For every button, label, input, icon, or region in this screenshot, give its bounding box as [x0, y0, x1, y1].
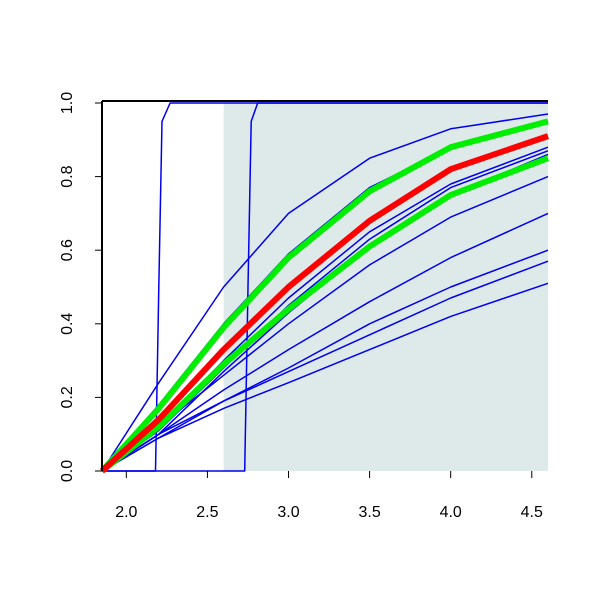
curve — [101, 282, 549, 472]
y-tick-label: 0.2 — [59, 386, 76, 408]
x-tick-label: 2.5 — [196, 504, 218, 521]
x-tick-label: 3.5 — [358, 504, 380, 521]
curve — [99, 118, 549, 474]
y-tick-label: 0.4 — [59, 313, 76, 335]
shaded-region — [223, 103, 549, 471]
curve — [101, 260, 549, 472]
curve — [100, 155, 550, 474]
y-tick-label: 0.6 — [59, 239, 76, 261]
curve — [101, 113, 549, 472]
x-tick-label: 4.5 — [521, 504, 543, 521]
x-tick-label: 2.0 — [115, 504, 137, 521]
y-tick-label: 0.8 — [59, 165, 76, 187]
curve — [102, 102, 548, 472]
x-tick-label: 4.0 — [440, 504, 462, 521]
curve — [99, 133, 549, 474]
y-tick-label: 1.0 — [59, 92, 76, 114]
y-tick-label: 0.0 — [59, 460, 76, 482]
x-tick-label: 3.0 — [277, 504, 299, 521]
